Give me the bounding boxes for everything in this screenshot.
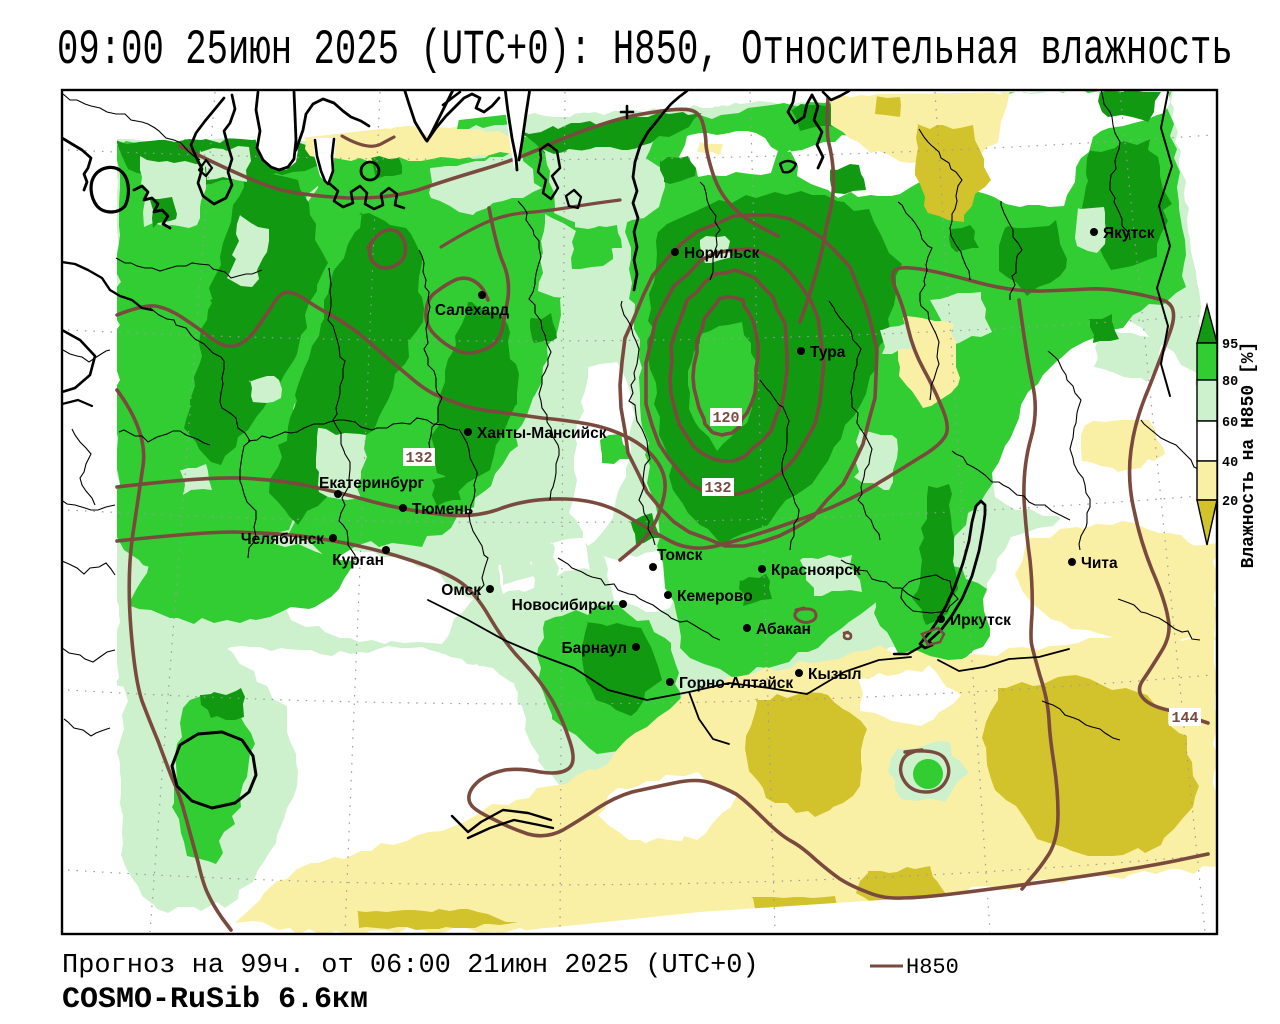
svg-text:Тура: Тура (810, 344, 846, 361)
svg-text:132: 132 (704, 480, 731, 497)
svg-text:Якутск: Якутск (1103, 225, 1155, 242)
svg-text:20: 20 (1222, 495, 1238, 510)
svg-text:Горно-Алтайск: Горно-Алтайск (679, 675, 793, 692)
svg-text:Челябинск: Челябинск (241, 531, 324, 548)
svg-text:Чита: Чита (1081, 555, 1118, 572)
svg-text:Омск: Омск (441, 582, 481, 599)
svg-text:40: 40 (1222, 456, 1238, 471)
svg-text:Норильск: Норильск (684, 245, 760, 262)
svg-text:Салехард: Салехард (435, 302, 509, 319)
svg-text:Томск: Томск (657, 547, 703, 564)
svg-text:Кызыл: Кызыл (808, 666, 862, 683)
svg-text:Барнаул: Барнаул (562, 640, 627, 657)
svg-text:95: 95 (1222, 338, 1238, 353)
svg-text:Екатеринбург: Екатеринбург (319, 475, 425, 492)
svg-text:120: 120 (712, 410, 739, 427)
svg-text:60: 60 (1222, 416, 1238, 431)
svg-text:Кемерово: Кемерово (677, 588, 753, 605)
svg-text:Ханты-Мансийск: Ханты-Мансийск (477, 425, 607, 442)
svg-text:Красноярск: Красноярск (771, 562, 861, 579)
svg-text:144: 144 (1171, 710, 1198, 727)
svg-text:Абакан: Абакан (756, 621, 811, 638)
svg-text:132: 132 (405, 450, 432, 467)
svg-text:Влажность на H850 [%]: Влажность на H850 [%] (1239, 342, 1259, 569)
svg-text:Иркутск: Иркутск (950, 612, 1011, 629)
svg-text:80: 80 (1222, 375, 1238, 390)
svg-text:Тюмень: Тюмень (412, 501, 473, 518)
svg-text:Курган: Курган (332, 552, 384, 569)
svg-text:Новосибирск: Новосибирск (512, 597, 615, 614)
